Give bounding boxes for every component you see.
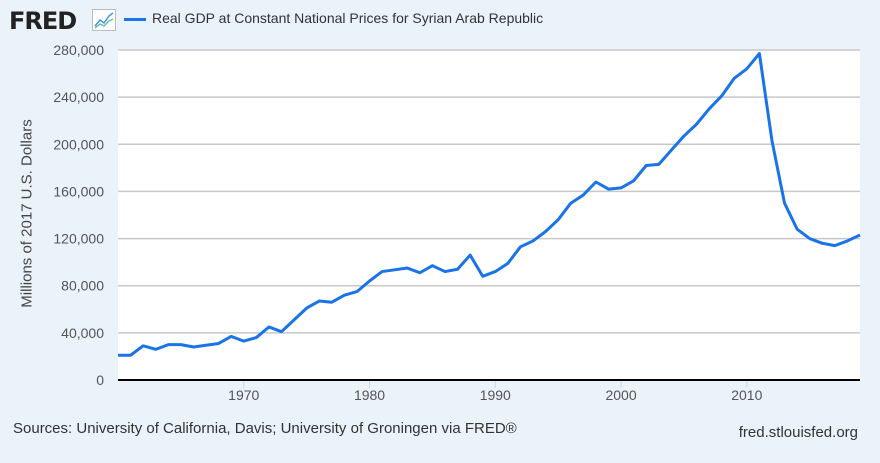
y-tick-label: 120,000	[53, 231, 104, 247]
y-tick-label: 160,000	[53, 183, 104, 199]
series-line	[118, 52, 861, 357]
x-tick-label: 1980	[354, 387, 385, 403]
sources-text: Sources: University of California, Davis…	[13, 420, 517, 437]
legend: Real GDP at Constant National Prices for…	[124, 10, 543, 26]
legend-swatch	[124, 17, 146, 21]
x-tick-label: 1990	[480, 387, 511, 403]
site-link[interactable]: fred.stlouisfed.org	[738, 424, 858, 441]
chart-line-icon	[92, 9, 116, 31]
y-tick-label: 280,000	[53, 42, 104, 58]
fred-logo[interactable]: FRED	[9, 7, 77, 35]
y-tick-label: 40,000	[61, 325, 104, 341]
y-tick-label: 240,000	[53, 89, 104, 105]
plot-area	[118, 50, 860, 380]
x-tick-label: 2000	[605, 387, 636, 403]
x-tick-label: 2010	[731, 387, 762, 403]
y-tick-label: 200,000	[53, 136, 104, 152]
x-tick-label: 1970	[228, 387, 259, 403]
y-tick-label: 0	[96, 372, 104, 388]
legend-label: Real GDP at Constant National Prices for…	[152, 10, 544, 26]
y-axis-label: Millions of 2017 U.S. Dollars	[18, 119, 36, 308]
y-tick-label: 80,000	[61, 278, 104, 294]
